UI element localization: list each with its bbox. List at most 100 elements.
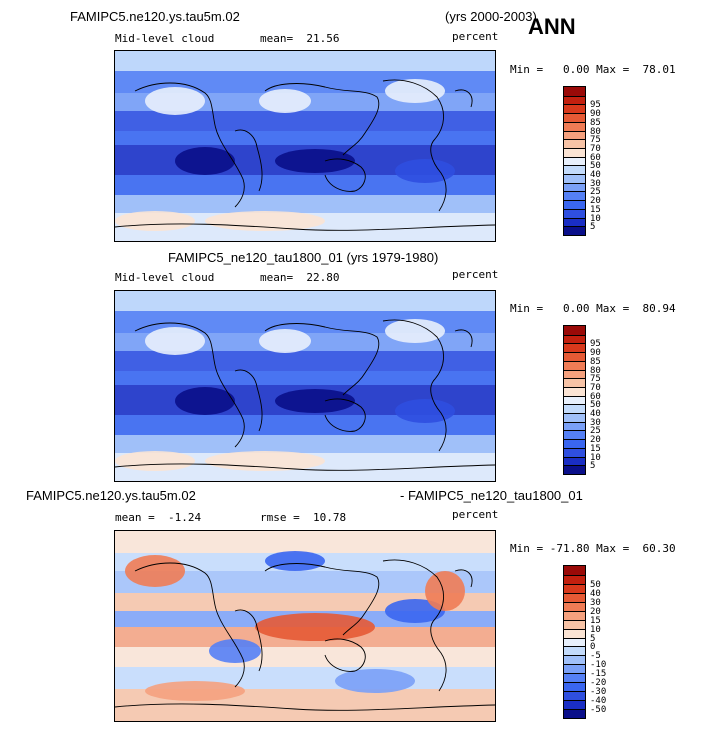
colorbar-label: 85: [590, 356, 601, 367]
map-blob: [175, 387, 235, 415]
colorbar-label: 90: [590, 348, 601, 359]
map-blob: [175, 147, 235, 175]
colorbar-box: [564, 352, 585, 361]
colorbar-box: [564, 664, 585, 674]
colorbar-label: 50: [590, 400, 601, 411]
colorbar-box: [564, 139, 585, 148]
colorbar-box: [564, 156, 585, 166]
colorbar-box: [564, 646, 585, 656]
map-band: [115, 51, 495, 71]
colorbar-box: [564, 200, 585, 209]
coastline: [115, 79, 495, 231]
map-blob: [125, 555, 185, 587]
map-blob: [335, 669, 415, 693]
panel2-units: percent: [452, 268, 499, 281]
map-blob: [259, 89, 311, 113]
colorbar-box: [564, 121, 585, 131]
colorbar-label: 50: [590, 161, 601, 172]
panel1-mean: mean= 21.56: [260, 32, 340, 45]
colorbar-box: [564, 700, 585, 710]
map-blob: [265, 551, 325, 571]
colorbar-box: [564, 709, 585, 718]
colorbar-label: 40: [590, 170, 601, 181]
map-band: [115, 435, 495, 453]
colorbar-label: 0: [590, 642, 596, 653]
colorbar-label: 5: [590, 461, 596, 472]
colorbar-box: [564, 610, 585, 620]
colorbar-label: 70: [590, 143, 601, 154]
panel3-units: percent: [452, 508, 499, 521]
map-band: [115, 571, 495, 593]
colorbar-label: -50: [590, 705, 607, 716]
colorbar-label: 60: [590, 152, 601, 163]
colorbar-box: [564, 369, 585, 379]
colorbar-label: 5: [590, 633, 596, 644]
colorbar-box: [564, 226, 585, 235]
colorbar-label: 50: [590, 579, 601, 590]
coastline: [115, 559, 495, 711]
colorbar-label: 30: [590, 417, 601, 428]
colorbar-label: 95: [590, 339, 601, 350]
map-band: [115, 371, 495, 385]
colorbar-label: 20: [590, 196, 601, 207]
colorbar-box: [564, 566, 585, 575]
colorbar-box: [564, 191, 585, 201]
map-blob: [275, 389, 355, 413]
panel1-colorbar: [563, 86, 586, 236]
colorbar-label: 15: [590, 443, 601, 454]
run-years: (yrs 2000-2003): [445, 9, 537, 24]
colorbar-label: 30: [590, 178, 601, 189]
colorbar-label: 25: [590, 187, 601, 198]
colorbar-label: 80: [590, 365, 601, 376]
panel2-map-svg: [115, 291, 495, 481]
map-band: [115, 647, 495, 667]
panel1-map: [114, 50, 496, 242]
panel3-map-svg: [115, 531, 495, 721]
map-blob: [395, 399, 455, 423]
colorbar-box: [564, 395, 585, 405]
panel3-colorbar: [563, 565, 586, 719]
colorbar-box: [564, 343, 585, 353]
colorbar-box: [564, 217, 585, 227]
colorbar-label: 80: [590, 126, 601, 137]
panel2-mean: mean= 22.80: [260, 271, 340, 284]
colorbar-label: 90: [590, 109, 601, 120]
colorbar-box: [564, 208, 585, 218]
colorbar-label: -20: [590, 678, 607, 689]
panel1-units: percent: [452, 30, 499, 43]
map-band: [115, 111, 495, 131]
colorbar-label: 95: [590, 100, 601, 111]
colorbar-box: [564, 413, 585, 422]
run-title: FAMIPC5.ne120.ys.tau5m.02: [70, 9, 240, 24]
panel1-field-label: Mid-level cloud: [115, 32, 215, 45]
colorbar-label: 25: [590, 426, 601, 437]
colorbar-box: [564, 404, 585, 414]
colorbar-label: 40: [590, 409, 601, 420]
colorbar-box: [564, 619, 585, 629]
colorbar-box: [564, 421, 585, 431]
colorbar-box: [564, 682, 585, 692]
colorbar-label: -10: [590, 660, 607, 671]
map-band: [115, 291, 495, 311]
colorbar-box: [564, 147, 585, 157]
season-label: ANN: [528, 14, 576, 39]
map-band: [115, 131, 495, 145]
colorbar-box: [564, 583, 585, 593]
colorbar-box: [564, 673, 585, 683]
colorbar-box: [564, 334, 585, 344]
panel2-range: Min = 0.00 Max = 80.94: [510, 302, 676, 315]
colorbar-label: 40: [590, 588, 601, 599]
colorbar-box: [564, 628, 585, 638]
colorbar-box: [564, 174, 585, 183]
colorbar-box: [564, 691, 585, 701]
map-blob: [395, 159, 455, 183]
colorbar-label: -5: [590, 651, 601, 662]
map-blob: [115, 211, 195, 231]
map-blob: [259, 329, 311, 353]
panel2-title: FAMIPC5_ne120_tau1800_01 (yrs 1979-1980): [168, 250, 439, 265]
panel1-range: Min = 0.00 Max = 78.01: [510, 63, 676, 76]
colorbar-box: [564, 165, 585, 175]
colorbar-label: 30: [590, 597, 601, 608]
panel2-colorbar: [563, 325, 586, 475]
colorbar-box: [564, 456, 585, 466]
